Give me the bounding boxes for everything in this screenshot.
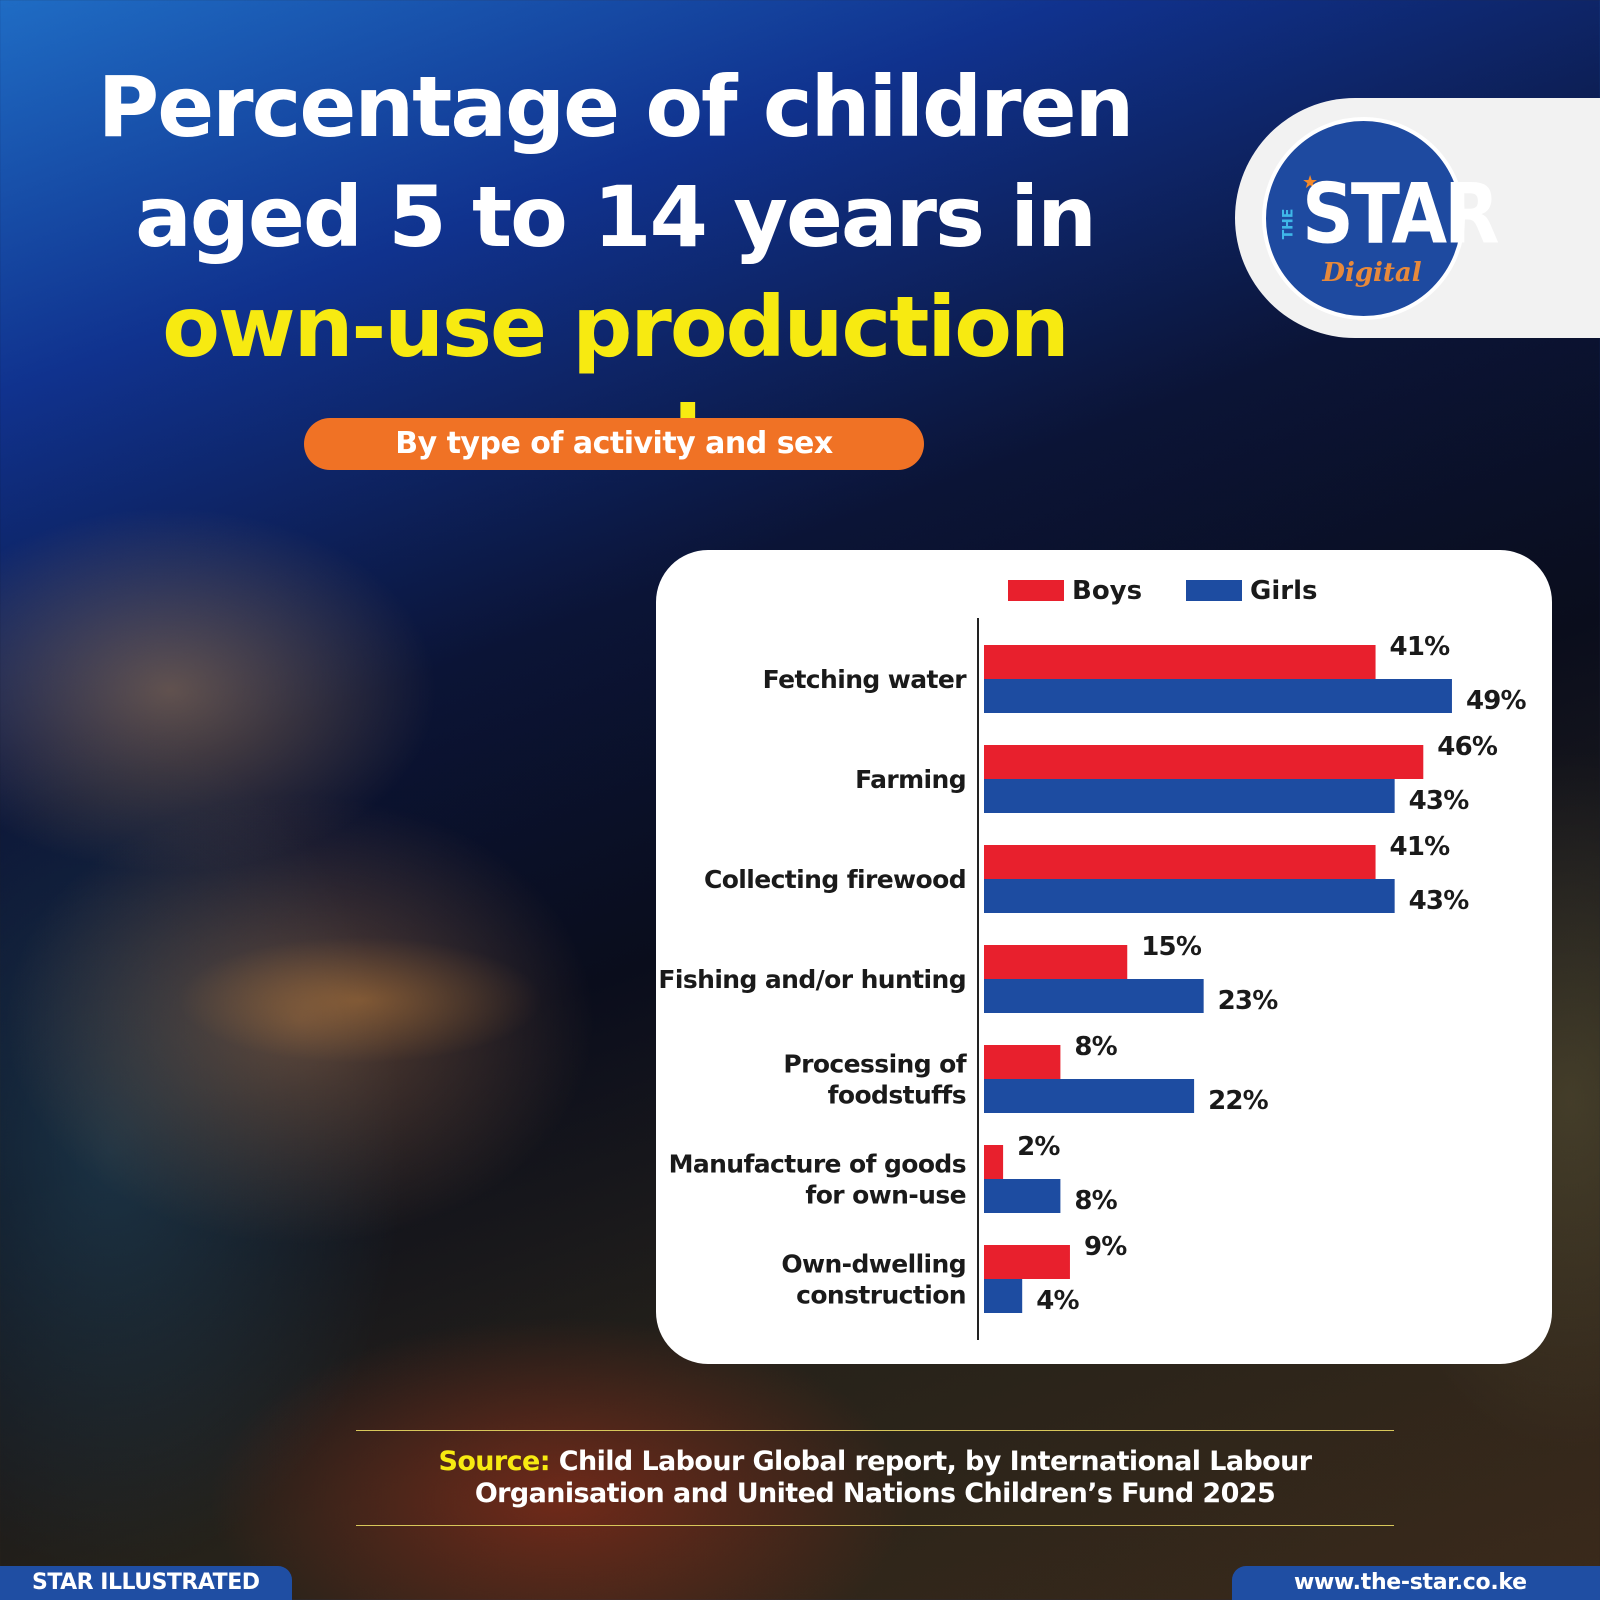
bar-boys (984, 945, 1128, 979)
data-label-girls: 49% (1466, 686, 1527, 716)
category-label: for own-use (805, 1181, 966, 1210)
legend-swatch-girls (1186, 580, 1242, 601)
source-label: Source: (438, 1446, 551, 1477)
data-label-girls: 23% (1218, 986, 1279, 1016)
data-label-girls: 43% (1409, 886, 1470, 916)
bar-girls (984, 1279, 1023, 1313)
source-note: Source: Child Labour Global report, by I… (356, 1430, 1394, 1526)
logo-star-text: STAR (1302, 165, 1500, 263)
footer-website-link[interactable]: www.the-star.co.ke (1232, 1566, 1600, 1600)
data-label-boys: 41% (1390, 632, 1451, 662)
category-label: Fishing and/or hunting (658, 965, 966, 994)
data-label-girls: 4% (1036, 1286, 1079, 1316)
bar-boys (984, 1245, 1070, 1279)
headline-line-2: aged 5 to 14 years in (135, 168, 1097, 266)
legend-label-girls: Girls (1250, 576, 1317, 606)
data-label-boys: 41% (1390, 832, 1451, 862)
category-label: Own-dwelling (781, 1250, 966, 1279)
headline-line-1: Percentage of children (97, 58, 1135, 156)
data-label-boys: 9% (1084, 1232, 1127, 1262)
data-label-boys: 15% (1141, 932, 1202, 962)
bar-girls (984, 679, 1452, 713)
chart-card: Boys Girls Fetching water 41% 49% Farming 46% 4… (656, 550, 1552, 1364)
subtitle-pill: By type of activity and sex (304, 418, 924, 470)
data-label-girls: 22% (1208, 1086, 1269, 1116)
data-label-boys: 8% (1074, 1032, 1117, 1062)
bar-girls (984, 1179, 1061, 1213)
category-label: Manufacture of goods (669, 1150, 966, 1179)
category-label: Collecting firewood (704, 865, 966, 894)
bar-boys (984, 1145, 1004, 1179)
footer-star-illustrated: STAR ILLUSTRATED (0, 1566, 292, 1600)
category-label: foodstuffs (828, 1081, 966, 1110)
category-label: Processing of (783, 1050, 967, 1079)
bar-girls (984, 779, 1395, 813)
category-label: Farming (855, 765, 966, 794)
legend-label-boys: Boys (1072, 576, 1142, 606)
category-label: Fetching water (763, 665, 968, 694)
data-label-boys: 46% (1437, 732, 1498, 762)
star-icon: ★ (1302, 172, 1319, 192)
bar-girls (984, 1079, 1195, 1113)
data-label-boys: 2% (1017, 1132, 1060, 1162)
bar-girls (984, 879, 1395, 913)
bar-boys (984, 745, 1424, 779)
data-label-girls: 43% (1409, 786, 1470, 816)
bar-boys (984, 645, 1376, 679)
legend-swatch-boys (1008, 580, 1064, 601)
logo-digital-text: Digital (1322, 258, 1422, 288)
category-label: construction (796, 1281, 966, 1310)
bar-chart: Boys Girls Fetching water 41% 49% Farming 46% 4… (658, 576, 1527, 1340)
logo-the-text: THE (1280, 208, 1297, 240)
data-label-girls: 8% (1074, 1186, 1117, 1216)
bar-girls (984, 979, 1204, 1013)
bar-boys (984, 1045, 1061, 1079)
source-text: Child Labour Global report, by Internati… (474, 1446, 1312, 1509)
bar-boys (984, 845, 1376, 879)
star-digital-logo (1262, 117, 1465, 320)
